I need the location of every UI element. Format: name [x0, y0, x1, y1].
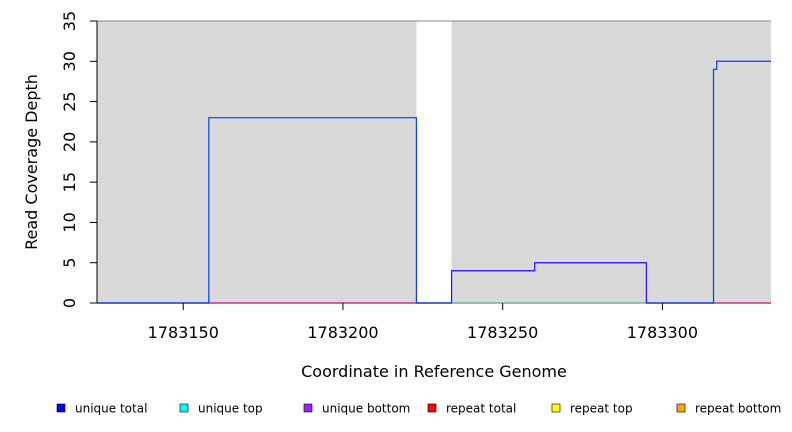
y-tick-label: 15 — [60, 172, 79, 192]
y-tick-label: 5 — [60, 258, 79, 268]
legend-swatch-unique-top — [179, 403, 189, 413]
legend-label-repeat-bottom: repeat bottom — [695, 402, 781, 416]
x-tick-label: 1783250 — [467, 323, 538, 342]
legend-swatch-repeat-total — [427, 403, 437, 413]
x-tick-label: 1783150 — [148, 323, 219, 342]
x-axis: 1783150 1783200 1783250 1783300 — [148, 303, 698, 342]
y-tick-label: 10 — [60, 212, 79, 232]
legend-label-unique-top: unique top — [198, 402, 263, 416]
y-tick-label: 35 — [60, 11, 79, 31]
y-tick-label: 25 — [60, 91, 79, 111]
legend-swatch-repeat-bottom — [676, 403, 686, 413]
x-tick-label: 1783200 — [307, 323, 378, 342]
legend-swatch-unique-total — [56, 403, 66, 413]
series-lines — [97, 60, 771, 304]
plot-frame — [96, 20, 771, 303]
series-line-unique-total — [97, 60, 771, 304]
legend-label-repeat-top: repeat top — [570, 402, 633, 416]
y-tick-label: 0 — [60, 298, 79, 308]
y-axis-title: Read Coverage Depth — [22, 74, 41, 250]
legend: unique total unique top unique bottom repea… — [56, 402, 781, 416]
legend-label-unique-bottom: unique bottom — [322, 402, 410, 416]
legend-swatch-unique-bottom — [303, 403, 313, 413]
covered-region-1 — [451, 21, 771, 303]
y-axis: 0 5 10 15 20 25 30 35 — [60, 11, 97, 308]
covered-regions — [97, 21, 771, 303]
x-tick-label: 1783300 — [627, 323, 698, 342]
covered-region-0 — [97, 21, 417, 303]
y-tick-label: 30 — [60, 51, 79, 71]
legend-label-unique-total: unique total — [75, 402, 147, 416]
x-axis-title: Coordinate in Reference Genome — [301, 362, 567, 381]
legend-label-repeat-total: repeat total — [446, 402, 516, 416]
legend-swatch-repeat-top — [551, 403, 561, 413]
y-tick-label: 20 — [60, 132, 79, 152]
